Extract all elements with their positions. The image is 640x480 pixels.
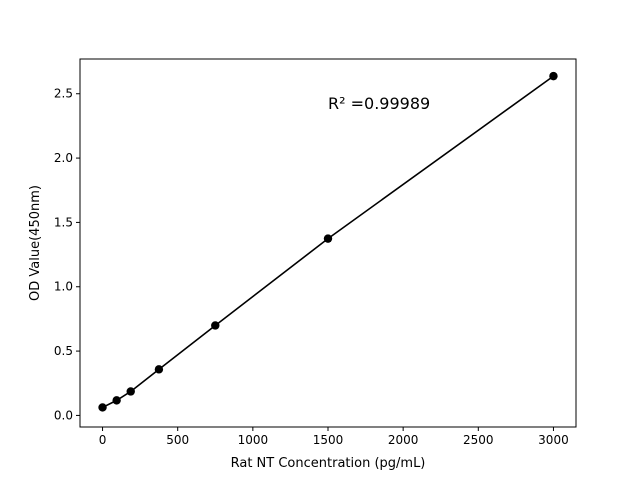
data-point <box>323 234 333 243</box>
x-axis: 0 500 1000 1500 2000 2500 3000 <box>99 427 569 447</box>
x-tick-label: 1500 <box>313 433 344 447</box>
r-squared-annotation: R² =0.99989 <box>328 94 430 113</box>
y-tick-label: 2.0 <box>54 151 73 165</box>
data-point <box>98 403 107 412</box>
data-point <box>126 387 135 396</box>
series <box>98 71 558 412</box>
x-tick-label: 0 <box>99 433 107 447</box>
data-point <box>112 396 121 405</box>
y-tick-label: 0.0 <box>54 408 73 422</box>
data-point <box>211 321 220 330</box>
y-tick-label: 0.5 <box>54 344 73 358</box>
x-tick-label: 2000 <box>388 433 419 447</box>
x-tick-label: 500 <box>166 433 189 447</box>
x-tick-label: 3000 <box>538 433 569 447</box>
x-tick-label: 2500 <box>463 433 494 447</box>
x-tick-label: 1000 <box>238 433 269 447</box>
x-axis-label: Rat NT Concentration (pg/mL) <box>231 456 426 471</box>
data-point <box>154 365 164 374</box>
data-point <box>549 71 558 81</box>
y-axis-label: OD Value(450nm) <box>28 185 43 301</box>
y-axis: 0.0 0.5 1.0 1.5 2.0 2.5 <box>54 87 80 422</box>
y-tick-label: 2.5 <box>54 87 73 101</box>
y-tick-label: 1.5 <box>54 215 73 229</box>
y-tick-label: 1.0 <box>54 280 73 294</box>
